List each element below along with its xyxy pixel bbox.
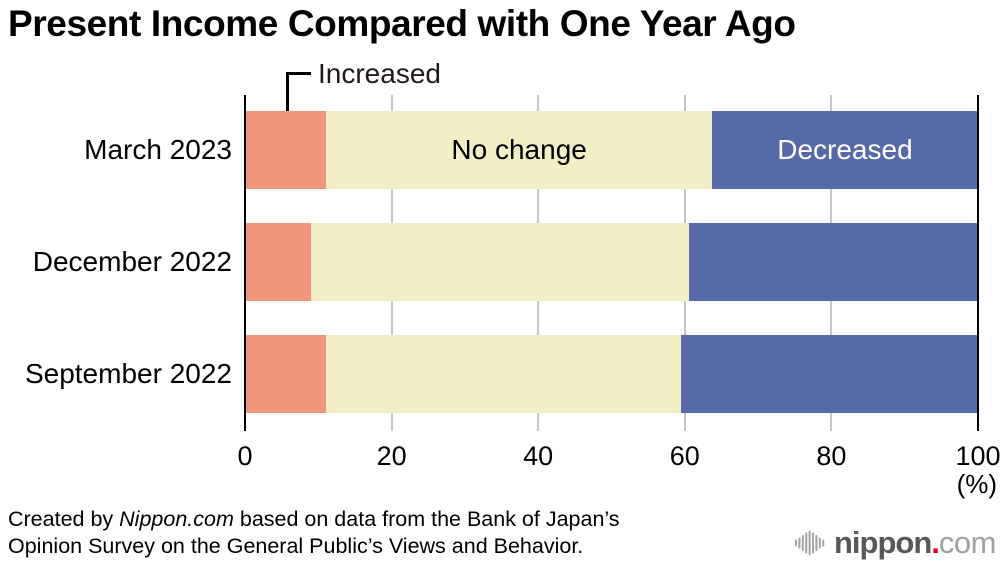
bar-segment-no-change: No change [326,111,712,189]
annotation-connector-vertical [286,72,289,111]
x-tick-label-60: 60 [669,441,700,471]
bar-segment-no-change [310,223,690,301]
bar-segment-no-change [326,335,682,413]
bar-row-3 [245,335,978,413]
x-tick-label-100: 100 [955,441,1000,471]
bar-segment-increased [245,223,311,301]
series-label-decreased: Decreased [777,134,913,165]
credit-line2: Opinion Survey on the General Public’s V… [8,534,584,558]
bar-segment-increased [245,111,327,189]
logo-word-com: com [938,525,997,560]
category-label-2: December 2022 [32,246,232,277]
credit-source: Nippon.com [119,507,234,531]
series-label-no-change: No change [451,134,587,165]
logo-word-nippon: nippon [834,525,932,560]
axis-line-100 [977,95,979,431]
logo-red-dot: . [931,525,940,560]
bar-segment-decreased [689,223,978,301]
logo-wordmark: nippon.com [834,525,997,561]
bar-row-2 [245,223,978,301]
bar-segment-decreased [681,335,978,413]
x-tick-label-20: 20 [376,441,407,471]
bar-segment-increased [245,335,327,413]
x-tick-label-0: 0 [237,441,253,471]
axis-unit-label: (%) [956,469,997,499]
credit-text: Created by Nippon.com based on data from… [8,506,620,560]
chart-title: Present Income Compared with One Year Ag… [8,3,796,44]
category-label-1: March 2023 [84,134,232,165]
annotation-connector-horizontal [286,72,311,75]
bar-row-1: No change Decreased [245,111,978,189]
x-tick-label-40: 40 [523,441,554,471]
credit-suffix: based on data from the Bank of Japan’s [233,507,620,531]
plot-area: (%) 0 20 40 60 80 100 No change Decreased March … [25,95,1000,499]
bar-segment-decreased: Decreased [711,111,978,189]
series-label-increased: Increased [318,58,441,89]
category-label-3: September 2022 [24,358,232,389]
nippon-logo: nippon.com [795,525,997,561]
axis-line-0 [244,95,246,431]
x-tick-label-80: 80 [816,441,847,471]
credit-prefix: Created by [8,507,120,531]
audio-wave-icon [795,530,825,556]
